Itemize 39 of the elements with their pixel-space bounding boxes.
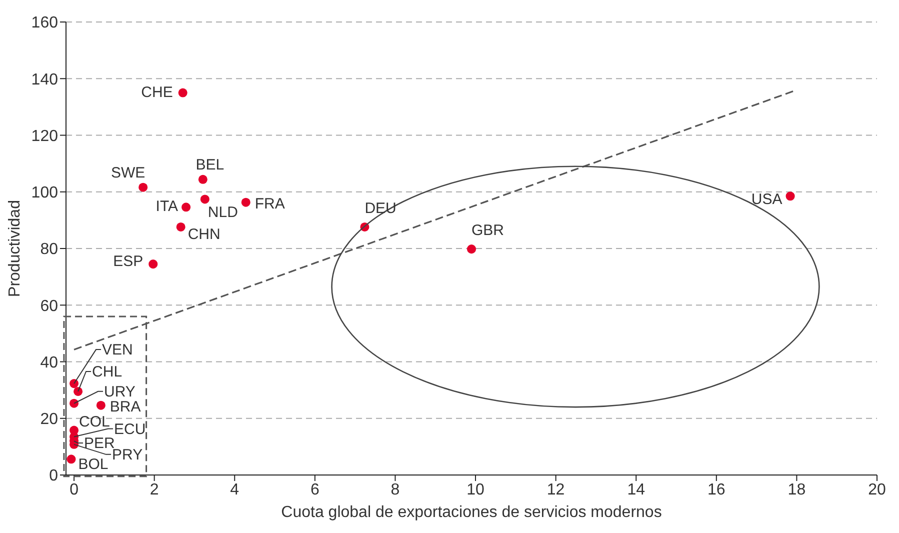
x-tick-label: 4 (230, 481, 240, 498)
x-tick-label: 14 (627, 481, 646, 498)
x-tick-label: 18 (788, 481, 806, 498)
y-tick-label: 80 (40, 241, 58, 258)
y-tick-label: 40 (40, 354, 58, 372)
annotation: BEL (196, 156, 224, 174)
y-tick-label: 60 (40, 298, 58, 315)
x-tick-label: 0 (70, 481, 79, 498)
y-tick-label: 120 (31, 128, 58, 145)
annotation: CHN (188, 226, 220, 243)
x-tick-label: 8 (390, 481, 400, 498)
annotation: FRA (254, 195, 285, 212)
annotation: ECU (114, 420, 146, 438)
y-tick-label: 140 (31, 71, 58, 88)
annotation: SWE (111, 164, 146, 182)
annotation: VEN (102, 342, 133, 359)
x-axis-title: Cuota global de exportaciones de servicios modernos (281, 504, 662, 521)
x-tick-label: 12 (546, 481, 565, 498)
annotation: CHE (141, 84, 173, 101)
x-tick-label: 10 (466, 481, 485, 498)
x-tick-label: 16 (708, 481, 726, 498)
x-tick-label: 6 (310, 481, 320, 498)
annotation: ESP (113, 253, 144, 270)
y-tick-label: 20 (40, 411, 58, 428)
annotation: USA (751, 191, 782, 208)
annotation: NLD (208, 204, 238, 222)
annotation: ITA (156, 198, 178, 216)
y-tick-label: 0 (49, 468, 58, 485)
x-tick-label: 2 (150, 481, 159, 498)
annotation: CHL (92, 363, 122, 380)
y-axis-title: Productividad (6, 200, 24, 297)
annotation: BOL (78, 456, 108, 474)
annotation: URY (104, 383, 136, 400)
y-tick-label: 100 (31, 184, 58, 202)
annotation: BRA (110, 398, 141, 416)
annotation: COL (79, 413, 110, 430)
y-tick-label: 160 (31, 14, 58, 32)
annotation: GBR (472, 222, 504, 240)
x-tick-label: 20 (868, 481, 886, 498)
